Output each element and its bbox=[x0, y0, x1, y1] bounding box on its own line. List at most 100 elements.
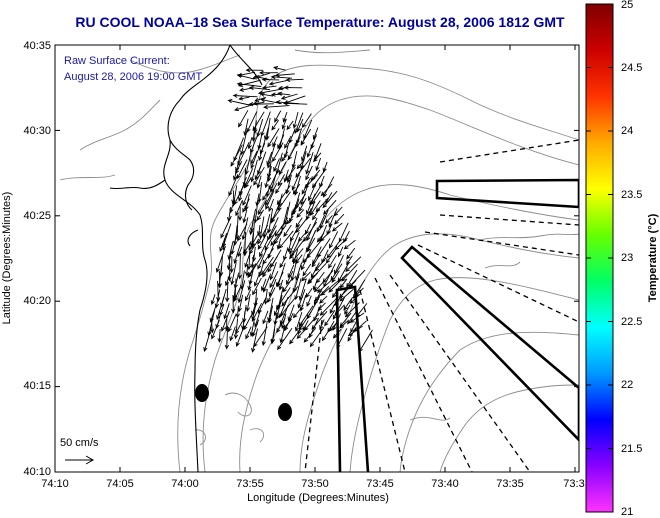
current-vector bbox=[229, 256, 234, 274]
current-vector bbox=[242, 185, 252, 206]
current-vector bbox=[301, 249, 312, 271]
current-vector bbox=[296, 118, 304, 133]
current-vector bbox=[203, 327, 212, 353]
current-vector bbox=[323, 176, 335, 198]
current-vector bbox=[333, 206, 343, 217]
current-vector bbox=[279, 327, 285, 344]
current-vector bbox=[253, 326, 268, 348]
current-vector bbox=[227, 98, 250, 106]
current-vector bbox=[215, 248, 226, 273]
current-vector bbox=[296, 159, 305, 170]
current-vector bbox=[325, 249, 336, 264]
current-vector bbox=[276, 317, 286, 334]
current-vector bbox=[286, 120, 294, 131]
current-vector bbox=[278, 161, 287, 176]
current-vector bbox=[251, 127, 256, 142]
current-vector bbox=[312, 208, 320, 221]
current-vector bbox=[235, 329, 244, 347]
current-vector bbox=[238, 96, 250, 101]
current-vector bbox=[277, 134, 285, 150]
current-vector bbox=[283, 85, 303, 90]
current-vector bbox=[326, 240, 341, 259]
current-vector bbox=[291, 248, 304, 263]
current-vector bbox=[256, 175, 262, 189]
current-vector bbox=[329, 231, 339, 249]
current-vector bbox=[237, 254, 242, 280]
current-vector bbox=[273, 158, 280, 172]
current-vector bbox=[296, 209, 305, 218]
current-vector bbox=[244, 176, 252, 189]
scale-label: 50 cm/s bbox=[60, 437, 99, 449]
bathymetry-contours bbox=[59, 49, 579, 472]
radar-polygons bbox=[335, 178, 579, 472]
current-vector bbox=[309, 200, 321, 217]
current-vector bbox=[256, 209, 264, 221]
current-vector bbox=[223, 303, 230, 320]
current-vector bbox=[282, 278, 293, 293]
current-vector bbox=[292, 111, 299, 129]
current-vector bbox=[235, 199, 243, 217]
current-vector bbox=[305, 152, 314, 175]
colorbar-tick-label: 23 bbox=[621, 252, 633, 264]
current-vector bbox=[294, 311, 303, 332]
y-tick-label: 40:30 bbox=[23, 125, 51, 137]
current-vector bbox=[297, 321, 303, 335]
current-vector bbox=[230, 144, 243, 167]
colorbar-tick-label: 24.5 bbox=[621, 62, 642, 74]
current-vector bbox=[262, 310, 269, 325]
current-vector bbox=[257, 199, 268, 216]
current-vector bbox=[250, 150, 258, 165]
current-vector bbox=[306, 193, 316, 216]
current-vector bbox=[264, 230, 277, 251]
current-vector bbox=[298, 197, 307, 212]
current-vector bbox=[291, 166, 303, 191]
current-vector bbox=[344, 304, 351, 315]
axis-ticks bbox=[54, 44, 579, 473]
current-vector bbox=[270, 208, 281, 223]
current-vector bbox=[289, 328, 302, 345]
current-vector bbox=[343, 296, 354, 311]
marker-dot-east bbox=[278, 403, 292, 421]
current-vector bbox=[278, 230, 294, 249]
current-vector bbox=[253, 200, 259, 224]
current-vector bbox=[267, 305, 274, 324]
current-vector bbox=[247, 279, 252, 291]
current-vector bbox=[277, 174, 285, 187]
current-vector bbox=[254, 161, 264, 181]
current-vector bbox=[232, 168, 238, 181]
current-vector bbox=[251, 319, 260, 338]
current-vector bbox=[276, 271, 284, 288]
current-vector bbox=[331, 270, 340, 284]
current-vector bbox=[313, 152, 322, 163]
x-tick-label: 73:40 bbox=[431, 478, 459, 490]
current-vector bbox=[292, 305, 304, 319]
current-vector bbox=[276, 238, 282, 250]
current-vector bbox=[291, 193, 306, 216]
current-vector bbox=[286, 270, 294, 286]
current-vector bbox=[302, 254, 310, 264]
current-vector bbox=[305, 165, 313, 181]
colorbar-tick-label: 21.5 bbox=[621, 443, 642, 455]
current-vector bbox=[324, 309, 336, 327]
current-vector bbox=[254, 75, 270, 80]
current-vector bbox=[346, 255, 353, 266]
surface-current-vectors bbox=[203, 66, 373, 353]
colorbar-tick-label: 25 bbox=[621, 0, 633, 11]
current-vector bbox=[263, 104, 290, 110]
current-vector bbox=[300, 135, 307, 146]
current-vector bbox=[290, 224, 300, 242]
current-vector bbox=[221, 310, 230, 332]
colorbar-tick-label: 21 bbox=[621, 506, 633, 518]
current-vector bbox=[250, 254, 255, 269]
current-vector bbox=[316, 232, 325, 243]
current-vector bbox=[328, 273, 348, 293]
x-tick-labels: 74:10 74:05 74:00 73:55 73:50 73:45 73:4… bbox=[41, 478, 584, 490]
current-vector bbox=[272, 142, 284, 163]
current-vector bbox=[269, 174, 277, 193]
current-vector bbox=[254, 96, 266, 102]
current-vector bbox=[310, 262, 320, 279]
colorbar-ticks bbox=[586, 3, 613, 513]
current-vector bbox=[303, 327, 317, 343]
x-tick-label: 73:3 bbox=[563, 478, 584, 490]
current-vector bbox=[235, 305, 240, 319]
